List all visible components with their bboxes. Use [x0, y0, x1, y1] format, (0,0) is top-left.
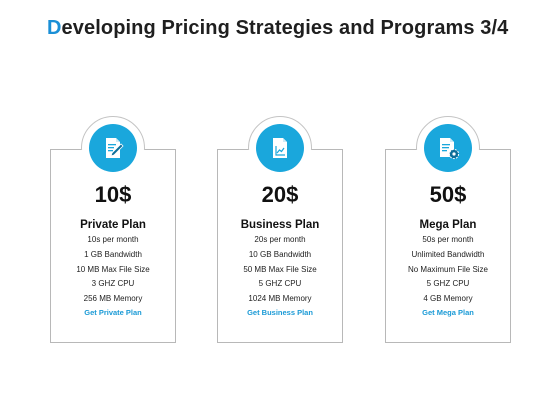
plan-name: Business Plan: [240, 219, 320, 231]
title-first-letter: D: [47, 17, 62, 39]
plan-feature: Unlimited Bandwidth: [411, 250, 485, 259]
plan-name: Mega Plan: [419, 219, 477, 231]
document-pen-icon: [89, 124, 137, 172]
plan-feature: 5 GHZ CPU: [426, 279, 470, 288]
plan-feature: 10s per month: [87, 235, 139, 244]
plan-feature: 50s per month: [422, 235, 474, 244]
plan-feature: 3 GHZ CPU: [91, 279, 135, 288]
plan-price: 20$: [261, 182, 299, 207]
plan-feature: 10 GB Bandwidth: [248, 250, 312, 259]
plan-feature: 10 MB Max File Size: [76, 265, 150, 274]
plan-feature: No Maximum File Size: [407, 265, 488, 274]
plan-name: Private Plan: [80, 219, 146, 231]
plan-price: 10$: [94, 182, 132, 207]
get-mega-plan-link[interactable]: Get Mega Plan: [422, 308, 474, 317]
plan-feature: 4 GB Memory: [423, 294, 473, 303]
plan-feature: 50 MB Max File Size: [243, 265, 317, 274]
plan-feature: 5 GHZ CPU: [258, 279, 302, 288]
title-rest: eveloping Pricing Strategies and Program…: [61, 17, 509, 39]
plan-feature: 1 GB Bandwidth: [84, 250, 142, 259]
page-title: Developing Pricing Strategies and Progra…: [47, 17, 508, 40]
get-business-plan-link[interactable]: Get Business Plan: [247, 308, 313, 317]
document-gear-icon: [424, 124, 472, 172]
plan-feature: 1024 MB Memory: [248, 294, 312, 303]
get-private-plan-link[interactable]: Get Private Plan: [84, 308, 142, 317]
document-chart-icon: [256, 124, 304, 172]
plan-price: 50$: [429, 182, 467, 207]
plan-feature: 256 MB Memory: [83, 294, 143, 303]
plan-feature: 20s per month: [254, 235, 306, 244]
